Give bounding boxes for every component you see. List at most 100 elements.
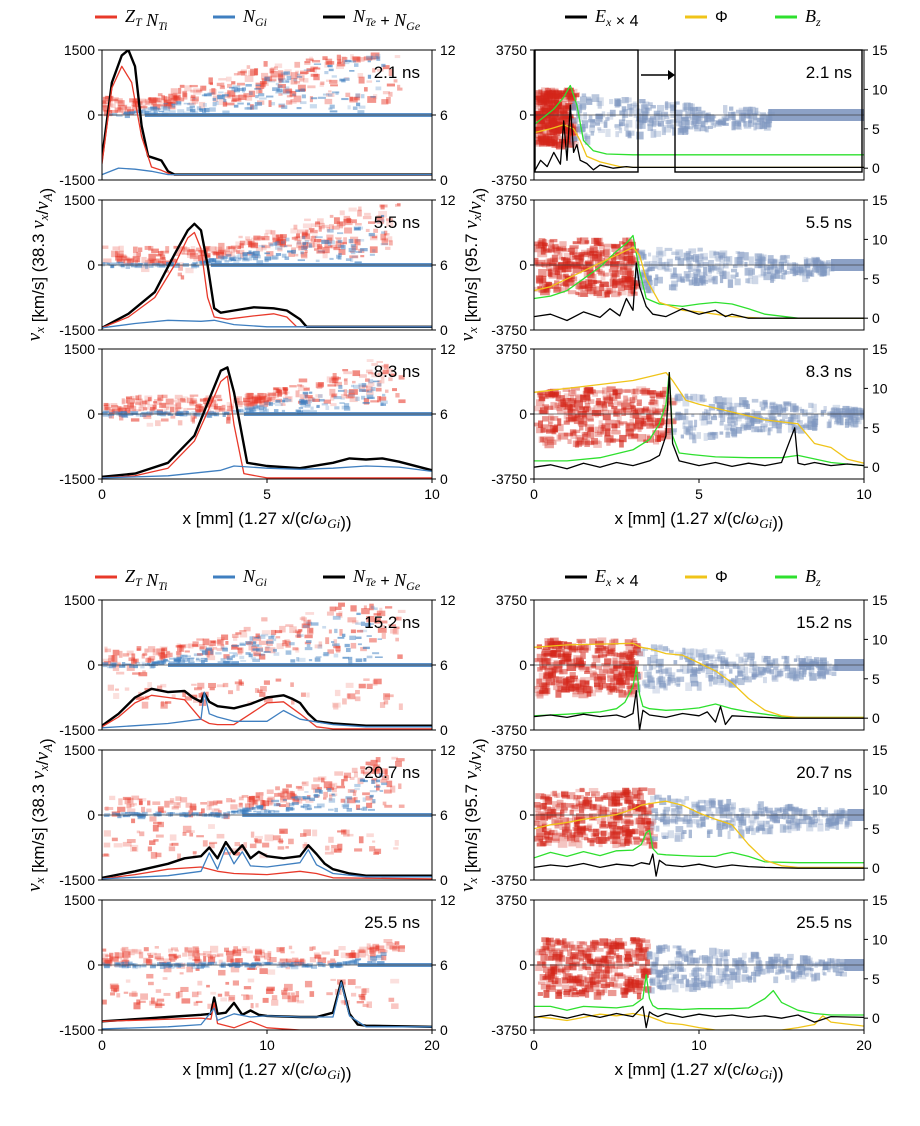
- y2-tick-label: 0: [872, 160, 880, 176]
- legend-label: Φ: [715, 9, 728, 26]
- y-tick-label: -1500: [59, 1022, 95, 1038]
- legend-label: NTe + NGe: [352, 6, 421, 33]
- y2-tick-label: 5: [872, 971, 880, 987]
- left-legend: ZT NTi NGi NTe + NGe: [95, 6, 421, 33]
- y2-tick-label: 10: [872, 231, 888, 247]
- y2-tick-label: 0: [440, 172, 448, 188]
- y-tick-label: 0: [87, 807, 95, 823]
- y2-tick-label: 6: [440, 807, 448, 823]
- y-tick-label: -3750: [491, 722, 527, 738]
- y2-tick-label: 10: [872, 631, 888, 647]
- y-tick-label: 0: [87, 657, 95, 673]
- x-axis-label: x [mm] (1.27 x/(c/ωGi)): [182, 1059, 351, 1083]
- y-tick-label: 0: [87, 957, 95, 973]
- x-tick-label: 10: [856, 486, 872, 502]
- y2-tick-label: 10: [872, 931, 888, 947]
- phase-space: [534, 84, 864, 173]
- right-panel-2.1ns: 2.1 ns 3750 0 -3750 15 10 5 0: [491, 42, 888, 188]
- y-tick-label: -1500: [59, 172, 95, 188]
- right-y-axis-label: vx [km/s] (95.7 vx/vA): [457, 738, 489, 891]
- phase-space: [534, 234, 864, 322]
- x-axis-label: x [mm] (1.27 x/(c/ωGi)): [614, 1059, 783, 1083]
- legend-label: NGi: [242, 566, 267, 589]
- y2-tick-label: 0: [440, 872, 448, 888]
- y-tick-label: -3750: [491, 172, 527, 188]
- x-axis-label: x [mm] (1.27 x/(c/ωGi)): [614, 508, 783, 532]
- y-tick-label: 0: [519, 957, 527, 973]
- y2-tick-label: 5: [872, 821, 880, 837]
- x-tick-label: 0: [530, 1037, 538, 1053]
- y2-tick-label: 0: [440, 471, 448, 487]
- legend-label: Ex × 4: [594, 566, 639, 590]
- series-e-x-4: [534, 262, 864, 322]
- series-n-gi: [102, 319, 432, 329]
- y-tick-label: -3750: [491, 322, 527, 338]
- series-b-z: [534, 829, 864, 864]
- y2-tick-label: 10: [872, 380, 888, 396]
- series-n-gi: [102, 981, 432, 1030]
- x-tick-label: 20: [856, 1037, 872, 1053]
- phase-space: [102, 602, 432, 730]
- y-tick-label: -1500: [59, 722, 95, 738]
- y2-tick-label: 6: [440, 957, 448, 973]
- y2-tick-label: 15: [872, 592, 888, 608]
- series-b-z: [534, 234, 864, 319]
- y-tick-label: 3750: [496, 341, 527, 357]
- right-panel-5.5ns: 5.5 ns 3750 0 -3750 15 10 5 0: [491, 192, 888, 338]
- left-panel-20.7ns: 20.7 ns 1500 0 -1500 12 6 0: [59, 742, 456, 888]
- series--: [534, 642, 864, 719]
- legend-label: Bz: [805, 6, 821, 29]
- left-panel-2.1ns: 2.1 ns 1500 0 -1500 12 6 0: [59, 42, 456, 188]
- series-n-te-n-ge: [102, 366, 432, 478]
- left-y-axis-label: vx [km/s] (38.3 vx/vA): [24, 738, 56, 891]
- left-panel-5.5ns: 5.5 ns 1500 0 -1500 12 6 0: [59, 192, 456, 338]
- y2-tick-label: 6: [440, 406, 448, 422]
- time-label: 15.2 ns: [796, 613, 852, 632]
- legend-label: Φ: [715, 569, 728, 586]
- series--: [534, 800, 864, 869]
- y2-tick-label: 5: [872, 420, 880, 436]
- y2-tick-label: 12: [440, 42, 456, 58]
- y-tick-label: -3750: [491, 471, 527, 487]
- y-tick-label: 0: [519, 257, 527, 273]
- y2-tick-label: 5: [872, 271, 880, 287]
- y2-tick-label: 5: [872, 671, 880, 687]
- x-tick-label: 20: [424, 1037, 440, 1053]
- series-n-te-n-ge: [102, 222, 432, 329]
- legend-label: Ex × 4: [594, 6, 639, 30]
- phase-space: [534, 937, 864, 1030]
- x-tick-label: 10: [424, 486, 440, 502]
- time-label: 5.5 ns: [374, 213, 420, 232]
- time-label: 25.5 ns: [364, 913, 420, 932]
- y-tick-label: 3750: [496, 892, 527, 908]
- series-e-x-4: [534, 104, 864, 173]
- right-legend: Ex × 4 Φ Bz: [565, 566, 821, 590]
- time-label: 2.1 ns: [806, 63, 852, 82]
- series-b-z: [534, 974, 864, 1016]
- zoom-inset-frame: [674, 49, 863, 173]
- zoom-source-frame: [534, 49, 639, 173]
- phase-space: [102, 359, 432, 479]
- phase-space: [102, 203, 432, 329]
- y-tick-label: 1500: [64, 42, 95, 58]
- y-tick-label: 1500: [64, 192, 95, 208]
- zoom-arrow-head: [668, 70, 675, 80]
- series-z-t-n-ti: [102, 694, 432, 730]
- series-n-te-n-ge: [102, 687, 432, 727]
- y-tick-label: -1500: [59, 872, 95, 888]
- series-z-t-n-ti: [102, 866, 432, 880]
- series-e-x-4: [534, 1005, 864, 1029]
- time-label: 20.7 ns: [364, 763, 420, 782]
- y2-tick-label: 15: [872, 341, 888, 357]
- y-tick-label: 0: [519, 657, 527, 673]
- series--: [534, 1012, 864, 1030]
- y2-tick-label: 0: [872, 860, 880, 876]
- y2-tick-label: 0: [872, 1010, 880, 1026]
- series--: [534, 371, 864, 464]
- time-label: 8.3 ns: [806, 362, 852, 381]
- x-tick-label: 0: [98, 1037, 106, 1053]
- left-legend: ZT NTi NGi NTe + NGe: [95, 566, 421, 593]
- y-tick-label: -3750: [491, 872, 527, 888]
- y-tick-label: 3750: [496, 192, 527, 208]
